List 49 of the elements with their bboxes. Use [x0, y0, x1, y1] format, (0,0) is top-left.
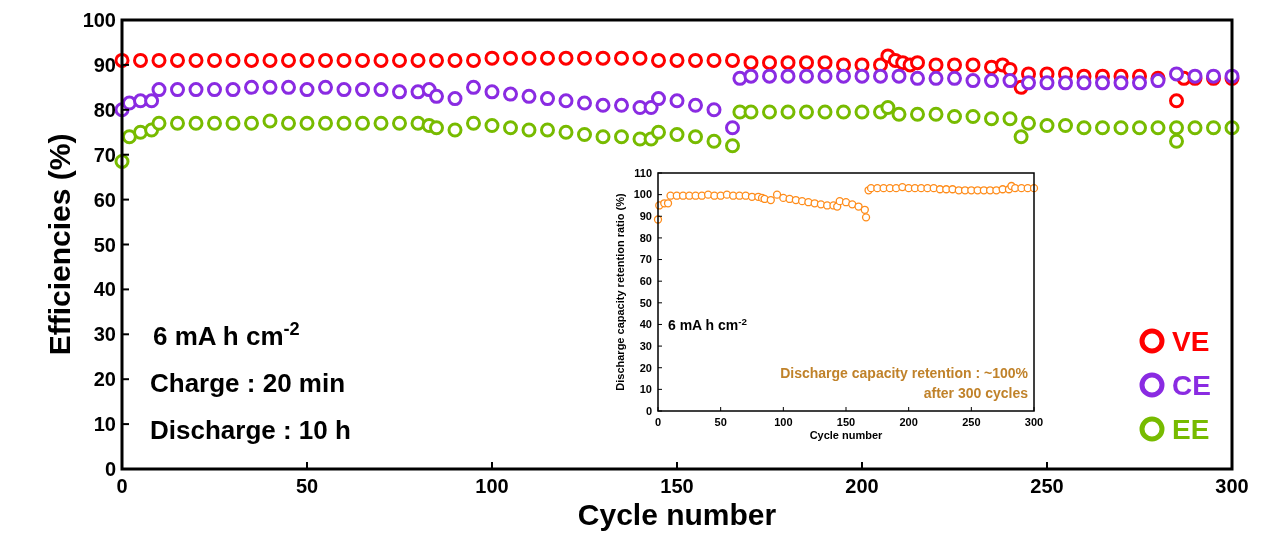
y-tick-label: 50 — [639, 296, 652, 309]
y-axis-title: Efficiencies (%) — [43, 133, 76, 356]
annotation: Discharge : 10 h — [150, 415, 351, 445]
x-tick-label: 200 — [845, 475, 879, 497]
annotation: after 300 cycles — [923, 385, 1029, 401]
x-tick-label: 300 — [1215, 475, 1249, 497]
y-tick-label: 90 — [639, 210, 652, 223]
x-tick-label: 150 — [836, 416, 856, 428]
y-tick-label: 10 — [639, 383, 652, 396]
annotation: Discharge capacity retention : ~100% — [780, 365, 1029, 381]
y-tick-label: 100 — [82, 9, 116, 31]
y-tick-label: 60 — [639, 275, 652, 288]
y-tick-label: 30 — [93, 323, 116, 346]
annotation: Charge : 20 min — [150, 368, 346, 398]
y-tick-label: 0 — [104, 458, 116, 480]
legend-label: CE — [1172, 370, 1211, 402]
legend-label: EE — [1172, 414, 1210, 446]
x-tick-label: 250 — [962, 416, 981, 428]
y-tick-label: 100 — [633, 188, 652, 201]
legend-label: VE — [1172, 326, 1210, 358]
x-tick-label: 100 — [774, 416, 793, 428]
y-tick-label: 20 — [93, 368, 116, 391]
y-tick-label: 60 — [93, 188, 116, 211]
y-tick-label: 0 — [645, 404, 652, 417]
y-tick-label: 90 — [93, 53, 116, 76]
y-tick-label: 80 — [93, 98, 116, 121]
y-tick-label: 10 — [93, 413, 116, 436]
x-tick-label: 200 — [899, 416, 918, 428]
x-tick-label: 250 — [1030, 475, 1064, 497]
y-tick-label: 80 — [639, 231, 652, 244]
y-tick-label: 30 — [639, 339, 652, 352]
annotation: 6 mA h cm$^{-2}$ — [668, 315, 748, 333]
y-axis-title: Discharge capacity retention ratio (%) — [614, 192, 626, 391]
y-tick-label: 110 — [634, 166, 652, 179]
x-tick-label: 50 — [295, 475, 319, 497]
x-tick-label: 150 — [660, 475, 694, 497]
y-tick-label: 40 — [93, 278, 116, 301]
y-tick-label: 70 — [639, 253, 652, 266]
y-tick-label: 20 — [639, 361, 652, 374]
x-tick-label: 50 — [714, 416, 727, 428]
y-tick-label: 50 — [93, 233, 116, 256]
y-tick-label: 70 — [93, 143, 116, 166]
x-tick-label: 300 — [1024, 416, 1044, 428]
x-axis-title: Cycle number — [809, 429, 884, 441]
x-tick-label: 0 — [654, 416, 662, 428]
x-axis-title: Cycle number — [577, 498, 777, 531]
annotation: 6 mA h cm$^{-2}$ — [153, 319, 300, 351]
x-tick-label: 100 — [475, 475, 509, 497]
y-tick-label: 40 — [639, 318, 652, 331]
